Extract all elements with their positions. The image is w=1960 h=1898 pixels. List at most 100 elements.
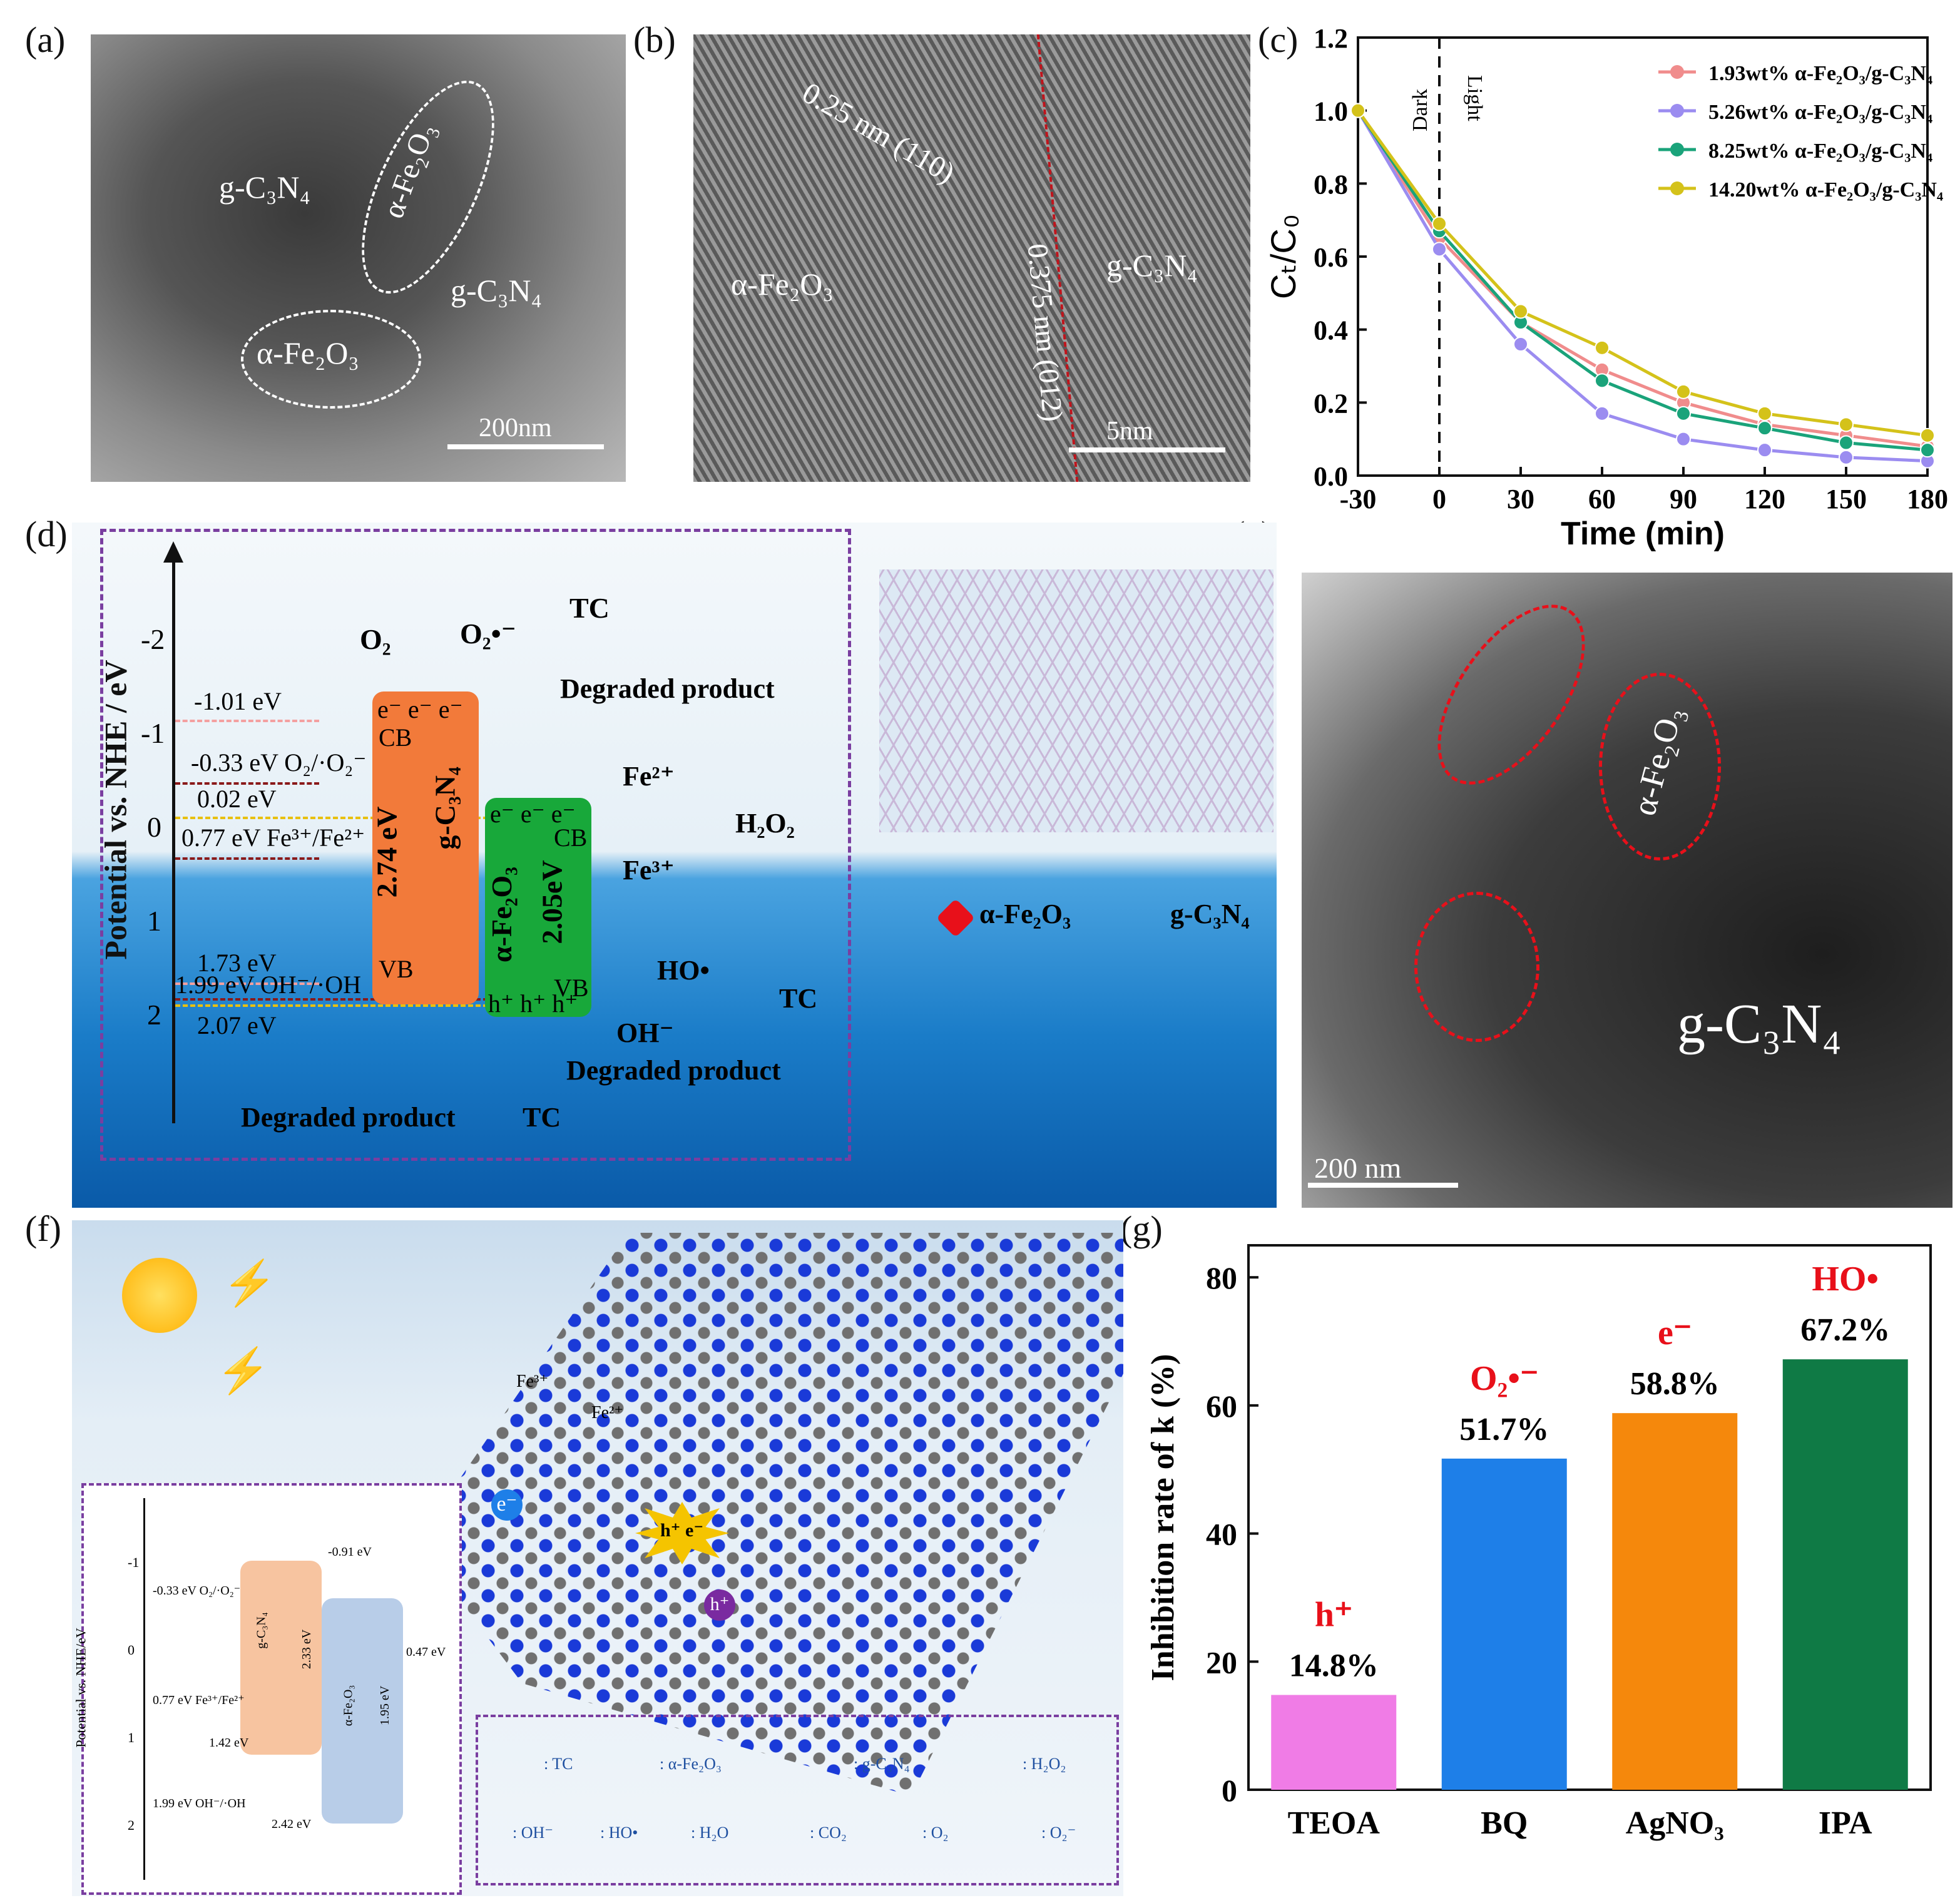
gcn-vb-label: VB bbox=[379, 955, 414, 983]
inset-gcn-box bbox=[240, 1561, 322, 1755]
data-point-s4 bbox=[1432, 216, 1447, 232]
annotation-dark: Dark bbox=[1409, 89, 1432, 131]
x-tick-label: 90 bbox=[1670, 484, 1697, 514]
gcn-band-box bbox=[372, 691, 479, 1004]
label-fe2o3-2: α-Fe₂O₃ bbox=[257, 335, 359, 370]
species-oh: OH⁻ bbox=[616, 1018, 674, 1048]
bar-ipa bbox=[1782, 1359, 1908, 1790]
inset-tick-m1: -1 bbox=[128, 1554, 140, 1570]
level-line-fe3 bbox=[175, 857, 319, 860]
data-point-s2 bbox=[1676, 431, 1691, 447]
fe2o3-legend-icon bbox=[936, 898, 976, 938]
legend-f-h2o: : H₂O bbox=[691, 1824, 729, 1842]
panel-label-d: (d) bbox=[25, 514, 68, 554]
panel-label-a: (a) bbox=[25, 19, 66, 60]
legend-fe2o3-d: α-Fe₂O₃ bbox=[979, 899, 1071, 929]
inset-tick-1: 1 bbox=[128, 1730, 135, 1745]
panel-f-mechanism: ⚡ ⚡ Fe³⁺ Fe²⁺ e⁻ h⁺ e⁻ h⁺ Potential vs. … bbox=[72, 1220, 1123, 1896]
data-point-s4 bbox=[1350, 103, 1365, 118]
data-point-s2 bbox=[1432, 242, 1447, 257]
y-axis-label: Cₜ/C₀ bbox=[1263, 214, 1303, 299]
y-tick-label: 0.8 bbox=[1314, 169, 1348, 200]
gcn-gap-label: 2.74 eV bbox=[370, 806, 403, 898]
fe-vb-label: VB bbox=[554, 974, 589, 1002]
plot-frame-g bbox=[1247, 1244, 1932, 1791]
fe2o3-ellipse-e3 bbox=[1414, 892, 1539, 1042]
legend-f-oh: : OH⁻ bbox=[513, 1824, 553, 1842]
level-label-4: 0.77 eV Fe³⁺/Fe²⁺ bbox=[181, 824, 365, 852]
burst-label: h⁺ e⁻ bbox=[660, 1520, 704, 1541]
annotation-light: Light bbox=[1463, 75, 1486, 121]
species-degraded-1: Degraded product bbox=[560, 673, 775, 704]
electron-badge: e⁻ bbox=[491, 1489, 523, 1521]
inset-level-4: 0.77 eV Fe³⁺/Fe²⁺ bbox=[153, 1693, 245, 1707]
fe-electrons: e⁻ e⁻ e⁻ bbox=[490, 800, 576, 828]
y-tick-label-g: 20 bbox=[1206, 1645, 1237, 1680]
y-tick-label-g: 80 bbox=[1206, 1260, 1237, 1295]
category-label: AgNO₃ bbox=[1626, 1805, 1724, 1841]
species-label: HO• bbox=[1812, 1260, 1879, 1298]
species-label: e⁻ bbox=[1658, 1314, 1692, 1352]
x-tick-label: 150 bbox=[1825, 484, 1867, 514]
legend-f-co2: : CO₂ bbox=[810, 1824, 847, 1842]
fe2o3-ellipse-e1 bbox=[1408, 579, 1615, 810]
x-axis-label: Time (min) bbox=[1561, 516, 1725, 552]
species-tc-2: TC bbox=[779, 983, 818, 1014]
legend-label-2: 5.26wt% α-Fe₂O₃/g-C₃N₄ bbox=[1708, 101, 1932, 124]
legend-f-tc: : TC bbox=[544, 1755, 573, 1773]
level-label-1: -1.01 eV bbox=[194, 687, 282, 715]
legend-f-superoxide: : O₂⁻ bbox=[1041, 1824, 1076, 1842]
legend-f-gcn: : g-C₃N₄ bbox=[854, 1755, 910, 1773]
hole-label: h⁺ bbox=[710, 1594, 730, 1615]
panel-label-b: (b) bbox=[633, 19, 676, 60]
inset-level-7: 2.42 eV bbox=[272, 1817, 312, 1831]
panel-e-tem-image: α-Fe₂O₃ g-C₃N₄ 200 nm bbox=[1302, 573, 1952, 1208]
label-gcn-e: g-C₃N₄ bbox=[1677, 993, 1842, 1055]
data-label: 51.7% bbox=[1459, 1412, 1549, 1447]
legend-f-o2: : O₂ bbox=[922, 1824, 949, 1842]
scale-label-a: 200nm bbox=[479, 414, 552, 442]
data-point-s3 bbox=[1595, 373, 1610, 389]
species-o2: O₂ bbox=[360, 623, 391, 655]
level-label-2: -0.33 eV O₂/·O₂⁻ bbox=[191, 748, 367, 777]
series-line-1 bbox=[1356, 110, 1928, 448]
category-label: TEOA bbox=[1288, 1805, 1381, 1841]
legend-f-h2o2: : H₂O₂ bbox=[1023, 1755, 1066, 1773]
y-tick-label: 0.6 bbox=[1314, 242, 1348, 273]
legend-f-fe: : α-Fe₂O₃ bbox=[660, 1755, 722, 1773]
gcn-lattice bbox=[416, 1233, 1123, 1796]
y-tick-label: 0.0 bbox=[1314, 461, 1348, 492]
fe-cb-label: CB bbox=[554, 824, 588, 852]
legend-marker-2 bbox=[1670, 104, 1684, 118]
panel-label-g: (g) bbox=[1120, 1208, 1163, 1249]
bar-teoa bbox=[1271, 1695, 1397, 1790]
x-tick-label: 30 bbox=[1507, 484, 1534, 514]
fe-name-label: α-Fe₂O₃ bbox=[485, 867, 518, 962]
legend-marker-1 bbox=[1670, 65, 1684, 79]
inset-axis-label: Potential vs. NHE/eV bbox=[73, 1628, 89, 1748]
data-point-s4 bbox=[1595, 340, 1610, 355]
x-tick-label: -30 bbox=[1340, 484, 1377, 514]
panel-label-c: (c) bbox=[1258, 19, 1299, 60]
panel-c-line-chart: 0.0 0.2 0.4 0.6 0.8 1.0 1.2 -30 0 30 60 90 120 150 180… bbox=[1263, 25, 1948, 552]
y-tick-label-g: 0 bbox=[1222, 1773, 1237, 1808]
data-point-s4 bbox=[1839, 417, 1854, 432]
species-superoxide: O₂•⁻ bbox=[460, 618, 516, 650]
inset-level-3: 0.47 eV bbox=[406, 1645, 446, 1659]
fe2o3-ellipse-e2 bbox=[1599, 673, 1721, 860]
species-h2o2: H₂O₂ bbox=[735, 808, 795, 839]
level-line-vb bbox=[175, 982, 319, 985]
inset-axis bbox=[143, 1498, 145, 1880]
species-label: O₂•⁻ bbox=[1470, 1359, 1539, 1398]
inset-fe-name: α-Fe₂O₃ bbox=[341, 1685, 355, 1727]
fe-band-box bbox=[485, 798, 591, 1017]
data-point-s3 bbox=[1757, 421, 1772, 436]
legend-gcn-d: g-C₃N₄ bbox=[1170, 899, 1250, 929]
species-label: h⁺ bbox=[1315, 1596, 1353, 1635]
level-label-5: 1.73 eV bbox=[197, 949, 277, 977]
data-point-s4 bbox=[1513, 304, 1528, 319]
gcn-name-label: g-C₃N₄ bbox=[429, 767, 461, 850]
scale-bar-b bbox=[1069, 447, 1225, 452]
x-tick-label: 180 bbox=[1907, 484, 1948, 514]
data-point-s2 bbox=[1839, 449, 1854, 465]
